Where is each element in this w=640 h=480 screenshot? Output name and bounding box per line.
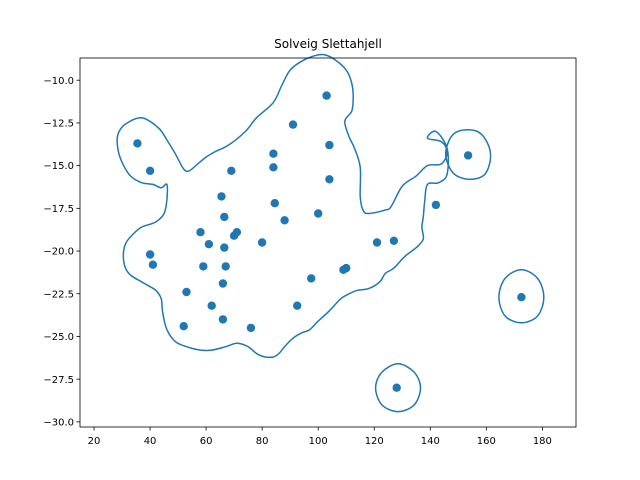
scatter-point-1 xyxy=(145,166,155,175)
scatter-point-7 xyxy=(199,262,208,271)
y-tick-label-1: −12.5 xyxy=(43,119,74,130)
y-tick-label-0: −10.0 xyxy=(43,76,74,87)
scatter-point-12 xyxy=(218,315,228,324)
scatter-point-9 xyxy=(207,301,216,310)
scatter-point-25 xyxy=(288,120,298,129)
scatter-point-6 xyxy=(196,228,205,237)
x-tick-label-140: 140 xyxy=(421,436,440,447)
scatter-points-group xyxy=(133,91,526,392)
scatter-point-15 xyxy=(221,262,230,271)
scatter-point-4 xyxy=(179,322,188,331)
scatter-point-0 xyxy=(133,139,142,148)
scatter-point-19 xyxy=(246,323,256,333)
scatter-point-36 xyxy=(392,383,401,392)
scatter-point-26 xyxy=(293,301,302,310)
x-tick-label-20: 20 xyxy=(88,436,101,447)
y-tick-label-8: −30.0 xyxy=(43,417,74,428)
scatter-point-5 xyxy=(182,287,191,297)
y-tick-label-7: −27.5 xyxy=(43,375,74,386)
scatter-point-39 xyxy=(517,293,526,302)
scatter-point-29 xyxy=(322,91,331,100)
scatter-point-35 xyxy=(389,236,399,245)
x-tick-label-100: 100 xyxy=(309,436,328,447)
scatter-point-23 xyxy=(270,199,279,208)
y-tick-label-2: −15.0 xyxy=(43,161,74,172)
scatter-point-2 xyxy=(145,250,155,259)
scatter-point-14 xyxy=(220,243,229,252)
scatter-point-11 xyxy=(218,279,228,288)
scatter-point-34 xyxy=(372,238,382,247)
scatter-point-37 xyxy=(431,200,441,210)
scatter-point-8 xyxy=(204,240,214,249)
x-tick-label-80: 80 xyxy=(256,436,269,447)
y-tick-label-5: −22.5 xyxy=(43,289,74,300)
contour-group xyxy=(116,53,545,413)
scatter-point-10 xyxy=(217,192,226,201)
scatter-point-27 xyxy=(307,274,316,283)
scatter-point-38 xyxy=(463,151,473,160)
scatter-point-18 xyxy=(232,228,242,237)
scatter-point-21 xyxy=(269,149,278,158)
scatter-point-31 xyxy=(325,175,334,184)
x-tick-label-180: 180 xyxy=(533,436,552,447)
x-tick-label-40: 40 xyxy=(144,436,157,447)
scatter-point-24 xyxy=(280,216,289,225)
scatter-point-13 xyxy=(220,212,229,222)
plot-frame xyxy=(79,57,577,428)
scatter-point-28 xyxy=(314,209,323,218)
contour-line-outlier-bottom xyxy=(374,363,422,413)
y-tick-label-6: −25.0 xyxy=(43,332,74,343)
scatter-point-30 xyxy=(325,140,334,150)
scatter-point-33 xyxy=(342,263,351,273)
x-tick-label-160: 160 xyxy=(477,436,496,447)
contour-line-right-cluster xyxy=(444,129,492,181)
x-tick-label-60: 60 xyxy=(200,436,213,447)
y-axis: −10.0 −12.5 −15.0 −17.5 −20.0 −22.5 −25.0 −27.5… xyxy=(43,76,80,428)
y-tick-label-3: −17.5 xyxy=(43,204,74,215)
contour-line-outlier-right xyxy=(498,269,545,324)
scatter-point-20 xyxy=(257,238,267,247)
contour-line-main xyxy=(116,53,450,359)
y-tick-label-4: −20.0 xyxy=(43,247,74,258)
scatter-point-22 xyxy=(269,163,278,172)
x-axis: 20 40 60 80 100 120 140 160 180 xyxy=(88,427,552,447)
scatter-point-3 xyxy=(148,260,158,269)
x-tick-label-120: 120 xyxy=(365,436,384,447)
chart-title: Solveig Slettahjell xyxy=(274,37,382,51)
scatter-point-16 xyxy=(227,166,236,175)
